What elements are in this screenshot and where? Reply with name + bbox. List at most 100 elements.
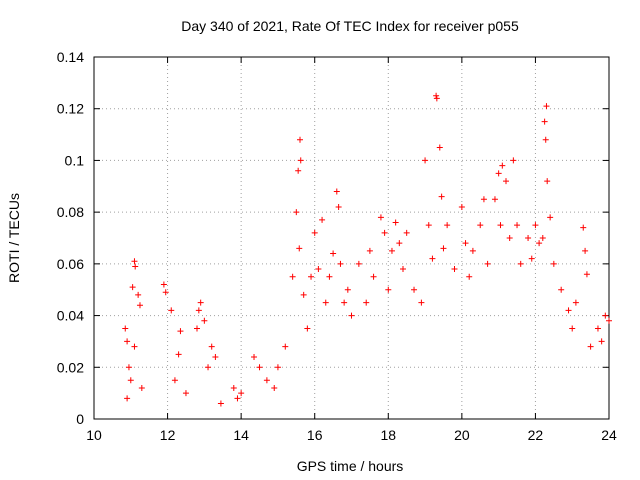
data-point: [466, 273, 473, 280]
x-tick-label: 14: [233, 427, 249, 443]
data-point: [400, 266, 406, 273]
data-point: [392, 219, 399, 226]
data-point: [341, 299, 348, 306]
data-point: [208, 343, 215, 350]
y-tick-label: 0.14: [57, 49, 84, 65]
data-point: [124, 395, 131, 402]
data-point: [411, 286, 418, 293]
data-point: [132, 263, 139, 270]
data-point: [271, 384, 278, 391]
data-point: [175, 351, 182, 358]
y-tick-label: 0.04: [57, 308, 84, 324]
data-point: [160, 281, 167, 288]
data-point: [506, 235, 513, 241]
data-point: [517, 260, 524, 267]
data-point: [532, 222, 539, 229]
data-point: [510, 157, 517, 164]
data-point: [289, 273, 296, 280]
data-point: [311, 229, 318, 236]
y-tick-label: 0.1: [65, 152, 85, 168]
data-point: [300, 291, 307, 298]
data-point: [337, 260, 344, 267]
data-point: [458, 203, 465, 210]
data-point: [484, 260, 491, 267]
data-point: [583, 271, 590, 278]
data-point: [429, 255, 436, 262]
y-tick-label: 0.12: [57, 101, 84, 117]
data-point: [125, 364, 132, 371]
data-point: [495, 170, 502, 177]
data-point: [602, 312, 609, 319]
x-tick-label: 16: [307, 427, 323, 443]
data-point: [201, 317, 208, 324]
data-point: [480, 196, 487, 203]
y-axis-label: ROTI / TECUs: [6, 193, 22, 283]
data-point: [370, 273, 377, 280]
data-point: [319, 216, 326, 223]
x-tick-label: 20: [454, 427, 470, 443]
data-point: [129, 284, 136, 291]
data-point: [503, 178, 509, 185]
data-point: [514, 222, 521, 229]
data-point: [333, 188, 340, 195]
data-point: [135, 291, 142, 298]
data-point: [162, 289, 169, 296]
data-point: [418, 299, 425, 306]
data-point: [195, 307, 202, 314]
data-point: [131, 343, 138, 350]
data-point: [547, 214, 554, 221]
data-point: [542, 136, 549, 143]
data-point: [438, 193, 445, 200]
data-point: [580, 224, 587, 231]
data-point: [315, 266, 322, 273]
data-point: [217, 400, 224, 407]
data-point: [385, 286, 392, 293]
data-point: [550, 260, 557, 267]
data-point: [296, 245, 303, 252]
data-point: [422, 157, 429, 164]
data-point: [497, 222, 504, 229]
data-point: [308, 273, 315, 280]
data-point: [348, 312, 355, 319]
data-point: [433, 92, 440, 99]
data-point: [582, 247, 589, 254]
data-point: [293, 209, 300, 216]
data-point: [230, 384, 237, 391]
x-tick-label: 10: [86, 427, 102, 443]
x-tick-label: 18: [380, 427, 396, 443]
data-point: [499, 162, 506, 169]
data-point: [238, 390, 245, 397]
grid-lines: [94, 57, 609, 419]
data-point: [433, 95, 440, 102]
data-point: [541, 118, 548, 125]
data-point: [377, 214, 384, 221]
data-point: [194, 325, 200, 332]
data-point: [543, 103, 550, 110]
data-point: [127, 377, 134, 384]
data-point: [182, 390, 189, 397]
data-point: [138, 384, 145, 391]
data-point: [572, 299, 579, 306]
data-point: [297, 157, 304, 164]
data-point: [436, 144, 443, 151]
data-point: [444, 222, 451, 229]
data-point: [462, 240, 469, 247]
data-point: [177, 328, 184, 335]
x-axis-label: GPS time / hours: [297, 458, 404, 474]
chart-title: Day 340 of 2021, Rate Of TEC Index for r…: [181, 18, 519, 34]
data-point: [539, 235, 546, 241]
data-point: [263, 377, 270, 384]
y-tick-labels: 0 0.02 0.04 0.06 0.08 0.1 0.12 0.14: [57, 49, 84, 427]
data-point: [381, 229, 388, 236]
data-point: [282, 343, 289, 350]
data-point: [477, 222, 484, 229]
data-point: [304, 325, 311, 332]
plot-frame: [93, 56, 610, 420]
data-point: [297, 136, 303, 143]
data-point: [536, 240, 543, 247]
data-point: [122, 325, 129, 332]
data-point: [168, 307, 175, 314]
data-point: [491, 196, 498, 203]
data-point: [396, 240, 403, 247]
